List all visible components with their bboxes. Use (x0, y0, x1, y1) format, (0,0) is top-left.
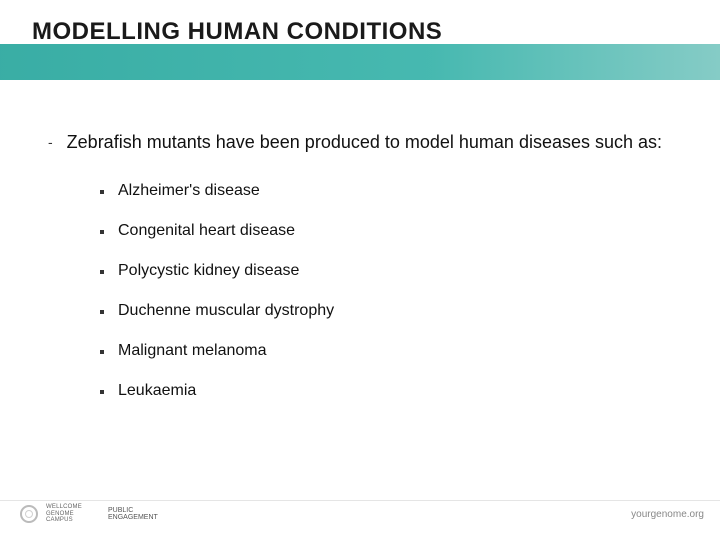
list-item-label: Polycystic kidney disease (118, 262, 299, 280)
list-item: Duchenne muscular dystrophy (100, 302, 672, 320)
footer-logo-text: WELLCOME GENOME CAMPUS (46, 504, 82, 524)
list-item-label: Congenital heart disease (118, 222, 295, 240)
list-item: Leukaemia (100, 382, 672, 400)
footer-left: WELLCOME GENOME CAMPUS (20, 504, 82, 524)
bullet-icon (100, 310, 104, 314)
bullet-icon (100, 350, 104, 354)
list-item: Congenital heart disease (100, 222, 672, 240)
footer: WELLCOME GENOME CAMPUS PUBLIC ENGAGEMENT… (0, 500, 720, 530)
intro-text: Zebrafish mutants have been produced to … (67, 130, 662, 154)
list-item: Malignant melanoma (100, 342, 672, 360)
list-item-label: Malignant melanoma (118, 342, 267, 360)
list-item: Polycystic kidney disease (100, 262, 672, 280)
bullet-icon (100, 230, 104, 234)
wellcome-logo-icon (20, 505, 38, 523)
disease-list: Alzheimer's disease Congenital heart dis… (100, 182, 672, 400)
bullet-icon (100, 270, 104, 274)
footer-right-text: yourgenome.org (631, 509, 704, 520)
list-item-label: Alzheimer's disease (118, 182, 260, 200)
slide-title: MODELLING HUMAN CONDITIONS (32, 18, 442, 46)
content-area: - Zebrafish mutants have been produced t… (48, 130, 672, 422)
intro-bullet: - (48, 134, 53, 150)
list-item: Alzheimer's disease (100, 182, 672, 200)
list-item-label: Duchenne muscular dystrophy (118, 302, 334, 320)
bullet-icon (100, 390, 104, 394)
bullet-icon (100, 190, 104, 194)
intro-row: - Zebrafish mutants have been produced t… (48, 130, 672, 154)
list-item-label: Leukaemia (118, 382, 196, 400)
header-band (0, 44, 720, 80)
footer-mid-text: PUBLIC ENGAGEMENT (108, 507, 158, 522)
